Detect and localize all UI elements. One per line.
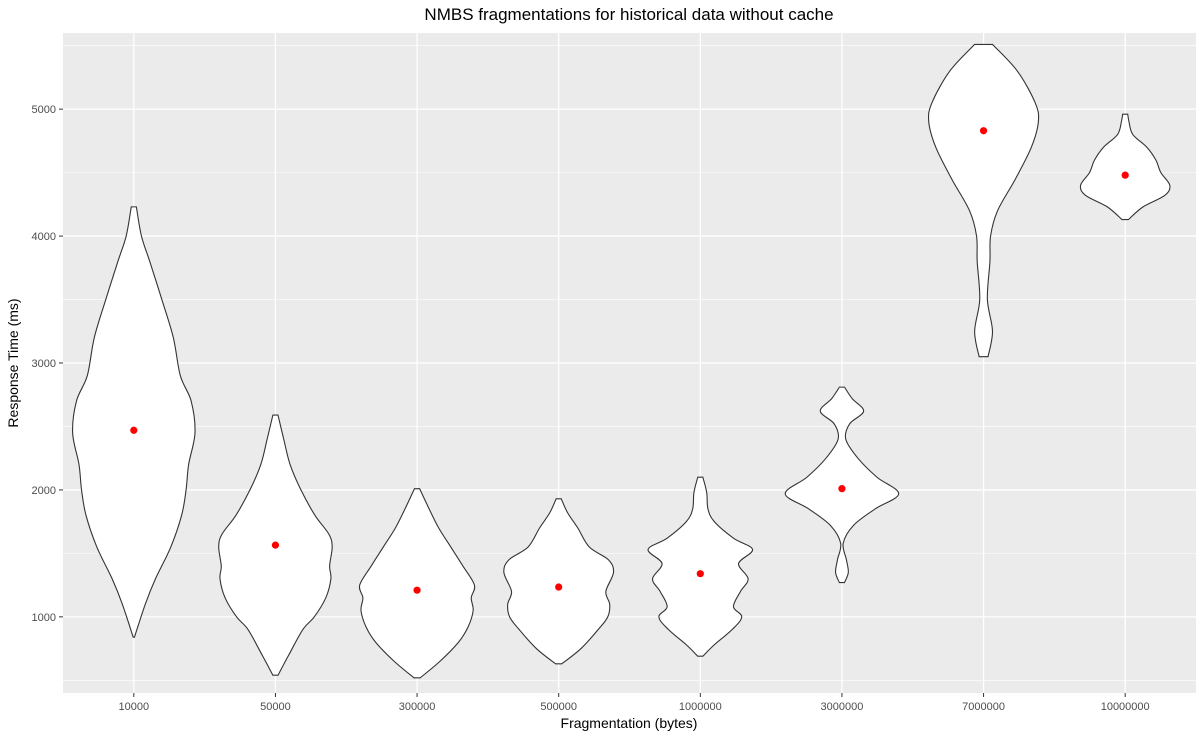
- y-tick-label: 2000: [32, 485, 56, 497]
- violin-500000: [503, 498, 615, 665]
- y-tick-label: 5000: [32, 104, 56, 116]
- violin-10000000: [1079, 113, 1171, 221]
- y-tick-label: 4000: [32, 231, 56, 243]
- y-tick-label: 1000: [32, 612, 56, 624]
- x-tick-label: 7000000: [962, 701, 1005, 713]
- violin-10000: [72, 206, 196, 638]
- mean-point-500000: [555, 583, 563, 591]
- y-axis-title: Response Time (ms): [5, 298, 21, 427]
- y-axis: 1000 2000 3000 4000 5000: [32, 104, 63, 624]
- y-tick-label: 3000: [32, 358, 56, 370]
- x-tick-label: 300000: [399, 701, 436, 713]
- mean-point-3000000: [838, 485, 846, 493]
- violin-7000000: [927, 43, 1040, 358]
- x-tick-label: 10000: [119, 701, 150, 713]
- mean-point-10000000: [1121, 171, 1129, 179]
- mean-points: [130, 127, 1129, 594]
- x-tick-label: 500000: [540, 701, 577, 713]
- violin-300000: [358, 488, 476, 679]
- x-axis: 10000 50000 300000 500000 1000000 3000000 7000…: [119, 693, 1150, 713]
- chart-title: NMBS fragmentations for historical data …: [424, 5, 833, 24]
- x-tick-label: 3000000: [821, 701, 864, 713]
- mean-point-50000: [271, 541, 280, 549]
- violin-3000000: [784, 386, 900, 584]
- mean-point-7000000: [979, 127, 988, 135]
- x-tick-label: 10000000: [1101, 701, 1150, 713]
- mean-point-10000: [130, 426, 138, 434]
- x-tick-label: 50000: [260, 701, 291, 713]
- x-tick-label: 1000000: [679, 701, 722, 713]
- mean-point-300000: [413, 586, 421, 594]
- violin-1000000: [647, 476, 754, 657]
- x-axis-title: Fragmentation (bytes): [561, 715, 698, 731]
- mean-point-1000000: [696, 570, 704, 578]
